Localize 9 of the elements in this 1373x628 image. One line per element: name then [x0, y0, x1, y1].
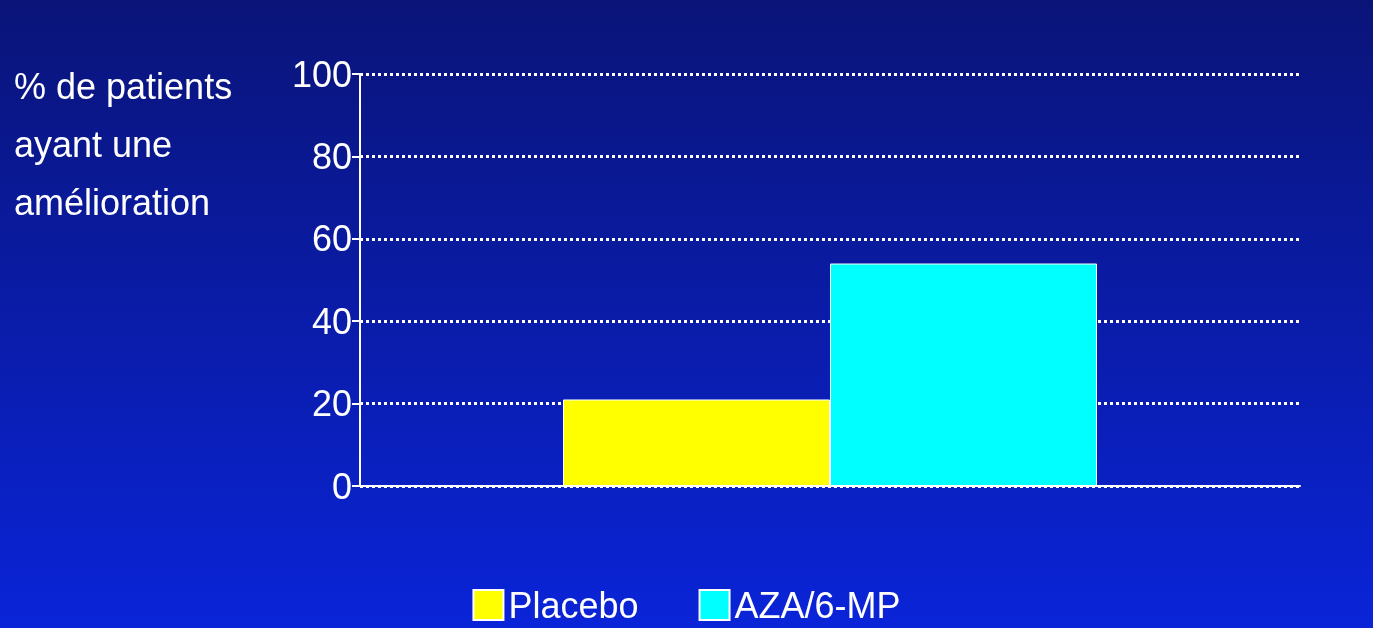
y-axis-title: % de patients ayant une amélioration	[14, 65, 234, 225]
y-tick-label: 100	[291, 53, 352, 95]
y-tick-label: 80	[311, 135, 352, 177]
y-tick-label: 40	[311, 300, 352, 342]
y-tick-label: 60	[311, 218, 352, 260]
y-tick-label: 0	[331, 465, 352, 507]
y-tick-label: 20	[311, 383, 352, 425]
legend-label: Placebo	[508, 584, 639, 626]
legend-label: AZA/6-MP	[734, 584, 901, 626]
